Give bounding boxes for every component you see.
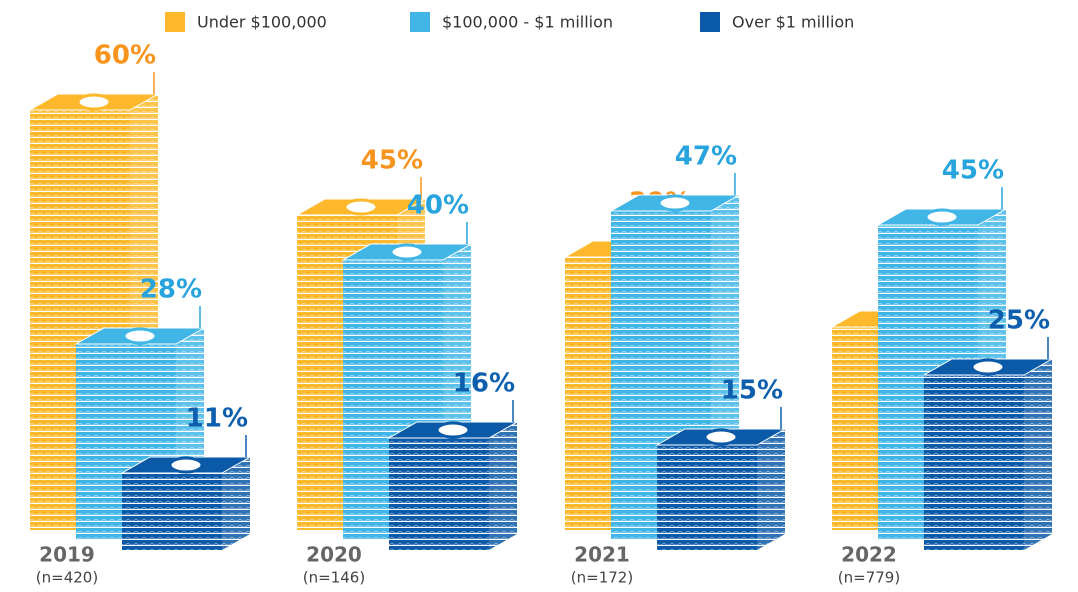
stack-side	[757, 429, 785, 550]
value-label: 45%	[942, 156, 1004, 186]
year-label: 2020	[306, 543, 362, 567]
value-label: 45%	[361, 146, 423, 176]
value-label: 11%	[186, 404, 248, 434]
dollar-icon	[926, 210, 958, 224]
legend-label: Over $1 million	[732, 13, 854, 32]
sample-size: (n=420)	[36, 569, 98, 587]
money-stack	[122, 473, 222, 550]
value-label: 25%	[988, 306, 1050, 336]
value-label: 40%	[407, 191, 469, 221]
dollar-icon	[124, 329, 156, 343]
sample-size: (n=172)	[571, 569, 633, 587]
money-stack	[924, 375, 1024, 550]
legend-swatch	[165, 12, 185, 32]
dollar-icon	[391, 245, 423, 259]
legend-label: Under $100,000	[197, 13, 327, 32]
dollar-icon	[437, 423, 469, 437]
legend-swatch	[700, 12, 720, 32]
legend-label: $100,000 - $1 million	[442, 13, 613, 32]
year-label: 2021	[574, 543, 630, 567]
year-label: 2019	[39, 543, 95, 567]
sample-size: (n=779)	[838, 569, 900, 587]
dollar-icon	[78, 95, 110, 109]
chart: Under $100,000 $100,000 - $1 million Over …	[0, 0, 1078, 592]
stack-side	[489, 422, 517, 550]
dollar-icon	[705, 430, 737, 444]
dollar-icon	[659, 196, 691, 210]
value-label: 47%	[675, 142, 737, 172]
year-label: 2022	[841, 543, 897, 567]
dollar-icon	[972, 360, 1004, 374]
value-label: 16%	[453, 369, 515, 399]
dollar-icon	[170, 458, 202, 472]
dollar-icon	[345, 200, 377, 214]
sample-size: (n=146)	[303, 569, 365, 587]
legend-swatch	[410, 12, 430, 32]
money-stack	[657, 445, 757, 550]
value-label: 15%	[721, 376, 783, 406]
value-label: 60%	[94, 41, 156, 71]
value-label: 28%	[140, 275, 202, 305]
stack-side	[1024, 359, 1052, 550]
money-stack	[389, 438, 489, 550]
